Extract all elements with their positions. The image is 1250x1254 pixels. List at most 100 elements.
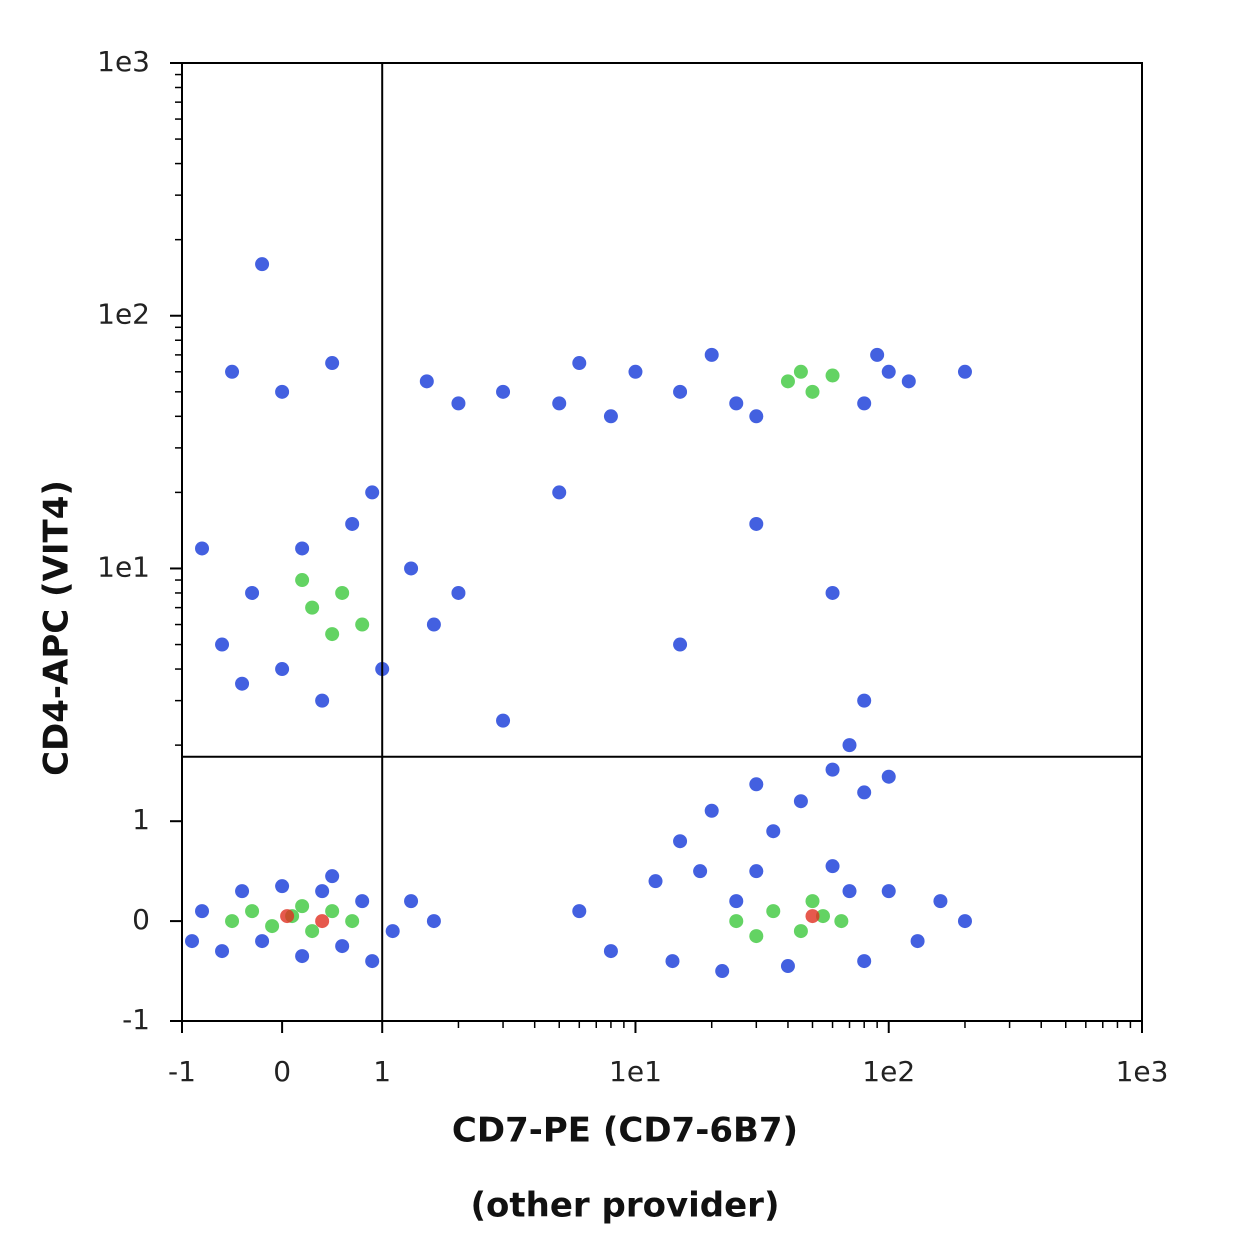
point: [295, 573, 310, 588]
point: [825, 762, 840, 777]
point: [451, 396, 466, 411]
y-axis-title: CD4-APC (VIT4): [37, 480, 77, 776]
point: [749, 516, 764, 531]
point: [345, 516, 360, 531]
x-tick-label: 1e3: [1116, 1055, 1169, 1088]
point: [195, 541, 210, 556]
y-tick-label: 0: [132, 903, 150, 936]
point: [648, 874, 663, 889]
point: [275, 384, 290, 399]
point: [693, 864, 708, 879]
point: [749, 409, 764, 424]
point: [729, 894, 744, 909]
point: [426, 914, 441, 929]
point: [335, 585, 350, 600]
point: [295, 541, 310, 556]
point: [305, 600, 320, 615]
point: [552, 396, 567, 411]
point: [265, 919, 280, 934]
point: [426, 617, 441, 632]
point: [834, 914, 849, 929]
point: [275, 879, 290, 894]
point: [704, 347, 719, 362]
point: [385, 924, 400, 939]
point: [749, 929, 764, 944]
point: [749, 777, 764, 792]
point: [365, 485, 380, 500]
point: [793, 794, 808, 809]
point: [825, 859, 840, 874]
point: [842, 738, 857, 753]
point: [910, 934, 925, 949]
point: [325, 627, 340, 642]
point: [673, 384, 688, 399]
point: [766, 904, 781, 919]
point: [603, 944, 618, 959]
x-axis-title: CD7-PE (CD7-6B7): [452, 1111, 798, 1151]
point: [315, 914, 330, 929]
point: [815, 909, 830, 924]
point: [552, 485, 567, 500]
point: [295, 949, 310, 964]
point: [870, 347, 885, 362]
point: [857, 693, 872, 708]
plot-frame: [181, 62, 1143, 1022]
point: [245, 904, 260, 919]
point: [793, 924, 808, 939]
point: [365, 954, 380, 969]
point: [805, 894, 820, 909]
x-tick-label: 0: [273, 1055, 291, 1088]
point: [255, 257, 270, 272]
point: [825, 368, 840, 383]
point: [603, 409, 618, 424]
point: [793, 364, 808, 379]
point: [215, 944, 230, 959]
point: [275, 662, 290, 677]
x-tick-label: 1e1: [609, 1055, 662, 1088]
point: [305, 924, 320, 939]
point: [704, 803, 719, 818]
point: [857, 785, 872, 800]
point: [355, 617, 370, 632]
x-tick-label: 1: [373, 1055, 391, 1088]
point: [255, 934, 270, 949]
point: [404, 894, 419, 909]
point: [315, 884, 330, 899]
point: [881, 364, 896, 379]
point: [749, 864, 764, 879]
y-tick-label: 1e1: [97, 550, 150, 583]
point: [628, 364, 643, 379]
point: [780, 959, 795, 974]
point: [857, 954, 872, 969]
point: [729, 396, 744, 411]
point: [805, 384, 820, 399]
point: [957, 914, 972, 929]
point: [673, 834, 688, 849]
point: [780, 374, 795, 389]
y-tick-label: 1e3: [97, 45, 150, 78]
point: [451, 585, 466, 600]
point: [957, 364, 972, 379]
point: [496, 384, 511, 399]
point: [335, 939, 350, 954]
point: [225, 914, 240, 929]
point: [355, 894, 370, 909]
point: [496, 713, 511, 728]
y-tick-label: 1e2: [97, 298, 150, 331]
point: [325, 904, 340, 919]
point: [235, 884, 250, 899]
point: [673, 637, 688, 652]
point: [881, 884, 896, 899]
x-axis-subtitle: (other provider): [470, 1186, 779, 1226]
point: [805, 909, 820, 924]
point: [572, 356, 587, 371]
x-tick-label: -1: [168, 1055, 196, 1088]
point: [185, 934, 200, 949]
point: [715, 964, 730, 979]
point: [572, 904, 587, 919]
point: [345, 914, 360, 929]
point: [933, 894, 948, 909]
point: [766, 824, 781, 839]
point: [325, 356, 340, 371]
point: [857, 396, 872, 411]
